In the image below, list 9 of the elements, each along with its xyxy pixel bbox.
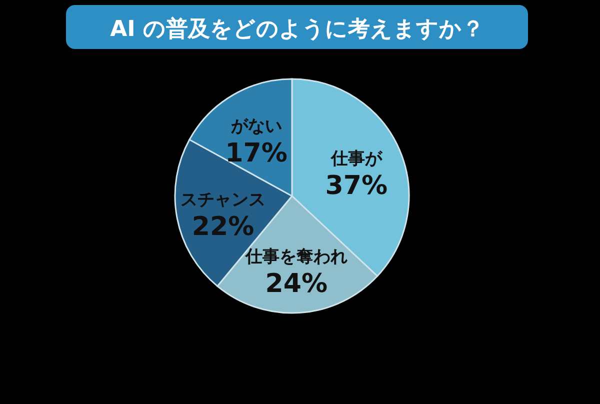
chart-title: AI の普及をどのように考えますか？	[110, 16, 484, 42]
slice-label: がない	[230, 116, 282, 137]
data-label: 22%	[192, 212, 254, 242]
data-label: 37%	[325, 171, 388, 202]
data-label: 24%	[265, 269, 328, 300]
data-label: 17%	[225, 138, 288, 169]
slice-label: 仕事を奪われ	[244, 247, 348, 268]
slice-label: 仕事が	[330, 149, 383, 170]
slice-label: スチャンス	[180, 190, 266, 210]
